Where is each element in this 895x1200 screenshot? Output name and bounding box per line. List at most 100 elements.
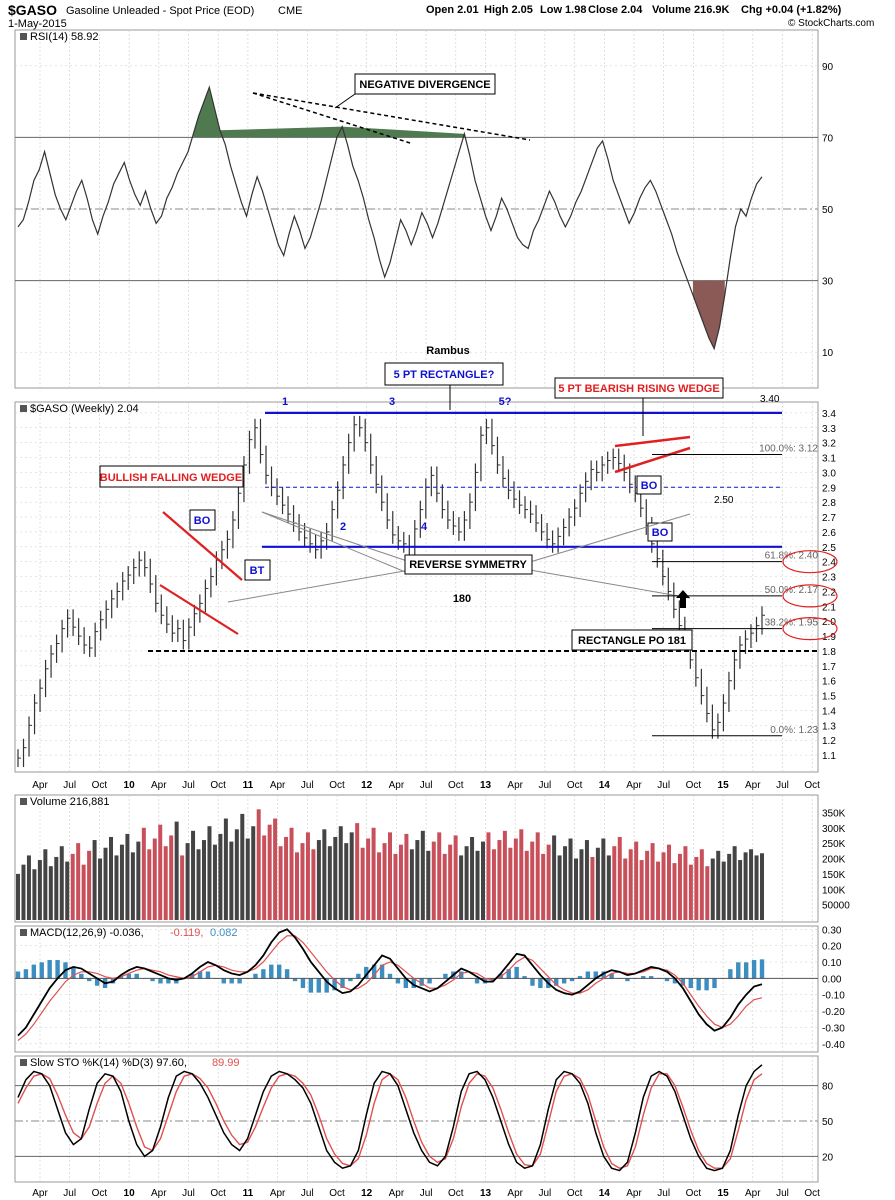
macd-histogram-bar	[561, 978, 567, 984]
time-axis-label: Apr	[32, 1188, 48, 1199]
macd-histogram-bar	[696, 978, 701, 991]
quote-change: Chg +0.04 (+1.82%)	[741, 4, 842, 16]
sto-panel-label: Slow STO %K(14) %D(3) 97.60,	[30, 1057, 187, 1069]
value-axis-label: 0.00	[822, 974, 842, 985]
macd-histogram-bar	[340, 978, 345, 989]
volume-bar	[278, 846, 283, 920]
volume-bar	[513, 838, 518, 920]
macd-histogram-bar	[118, 976, 124, 979]
volume-bar	[645, 850, 650, 920]
volume-axis-label: 250K	[822, 839, 846, 850]
falling-wedge-top	[162, 511, 243, 581]
time-axis-label: Apr	[270, 780, 286, 791]
value-axis-label: 10	[822, 348, 834, 359]
volume-bar	[262, 835, 267, 920]
fib-highlight-oval	[782, 584, 838, 608]
time-axis-label: Oct	[567, 780, 583, 791]
volume-bar	[229, 841, 234, 920]
quote-high: High 2.05	[484, 4, 533, 16]
macd-histogram-bar	[166, 978, 171, 984]
quote-open: Open 2.01	[426, 4, 479, 16]
volume-bar	[103, 847, 108, 920]
volume-bar	[437, 832, 442, 920]
volume-bar	[749, 849, 754, 920]
volume-bar	[612, 846, 617, 920]
value-axis-label: 3.2	[822, 439, 836, 450]
time-axis-label: Jul	[182, 780, 195, 791]
volume-bar	[92, 840, 97, 920]
macd-histogram-bar	[664, 978, 670, 982]
macd-histogram-bar	[47, 960, 52, 979]
volume-bar	[617, 836, 622, 920]
symbol-description: Gasoline Unleaded - Spot Price (EOD)	[66, 5, 255, 17]
macd-histogram-bar	[229, 978, 234, 984]
macd-histogram-bar	[704, 978, 709, 991]
fib-level-label: 38.2%: 1.95	[765, 618, 819, 629]
rectangle-point-3: 3	[389, 396, 395, 408]
macd-histogram-bar	[530, 978, 535, 986]
volume-bar	[136, 841, 141, 920]
macd-histogram-bar	[459, 971, 464, 979]
volume-bar	[295, 852, 299, 920]
sto-k-line	[17, 1064, 763, 1172]
macd-panel-label: MACD(12,26,9) -0.036,	[30, 927, 144, 939]
volume-bar	[393, 853, 398, 920]
value-axis-label: -0.40	[822, 1040, 845, 1051]
sym-line-a1	[261, 511, 411, 563]
value-axis-label: 90	[822, 62, 834, 73]
volume-bar	[158, 824, 163, 920]
value-axis-label: 2.9	[822, 483, 836, 494]
macd-histogram-bar	[364, 966, 369, 979]
value-axis-label: -0.30	[822, 1023, 845, 1034]
rsi-panel-label: RSI(14) 58.92	[30, 31, 98, 43]
macd-histogram-bar	[55, 960, 60, 979]
level-340-label: 3.40	[760, 394, 780, 405]
volume-bar	[732, 846, 737, 920]
volume-bar	[491, 849, 496, 920]
sym-line-c1	[529, 513, 691, 563]
neg-div-label: NEGATIVE DIVERGENCE	[359, 79, 490, 91]
volume-bar	[628, 849, 633, 920]
volume-bar	[656, 861, 661, 920]
time-axis-label: Oct	[92, 1188, 108, 1199]
time-axis-label: Jul	[657, 780, 670, 791]
volume-bar	[223, 818, 228, 920]
volume-bar	[360, 847, 365, 920]
time-axis-label: Apr	[389, 1188, 405, 1199]
macd-histogram-bar	[728, 969, 733, 979]
macd-histogram-bar	[743, 962, 749, 979]
volume-bar	[54, 856, 59, 920]
volume-bar	[256, 809, 261, 920]
time-axis-label: 15	[718, 1188, 730, 1199]
volume-bar	[284, 836, 289, 920]
rising-wedge-bo-box	[636, 475, 662, 495]
rising-wedge-bo-label: BO	[641, 480, 658, 492]
value-axis-label: 50	[822, 205, 834, 216]
macd-histogram-bar	[538, 978, 543, 989]
time-axis-label: Jul	[776, 780, 789, 791]
value-axis-label: 1.8	[822, 647, 836, 658]
symbol-title: $GASO	[8, 2, 58, 18]
quote-close: Close 2.04	[588, 4, 643, 16]
volume-bar	[754, 855, 759, 920]
volume-bar	[415, 840, 420, 920]
macd-histogram-bar	[284, 969, 290, 979]
volume-bar	[716, 850, 721, 920]
volume-bar	[650, 843, 655, 920]
time-axis-label: Oct	[329, 780, 345, 791]
macd-histogram-bar	[324, 978, 329, 993]
macd-histogram-bar	[411, 978, 416, 989]
volume-bar	[125, 833, 130, 920]
volume-axis-label: 300K	[822, 824, 846, 835]
time-axis-label: 15	[718, 780, 730, 791]
macd-histogram-bar	[593, 971, 598, 979]
time-axis-label: Apr	[32, 780, 48, 791]
value-axis-label: 0.10	[822, 958, 842, 969]
volume-bar	[87, 850, 92, 920]
volume-bar	[557, 855, 562, 920]
volume-bar	[475, 850, 480, 920]
volume-bar	[688, 864, 693, 920]
volume-legend-swatch	[20, 798, 27, 805]
time-axis-label: Jul	[776, 1188, 789, 1199]
fib-highlight-oval	[782, 550, 838, 574]
